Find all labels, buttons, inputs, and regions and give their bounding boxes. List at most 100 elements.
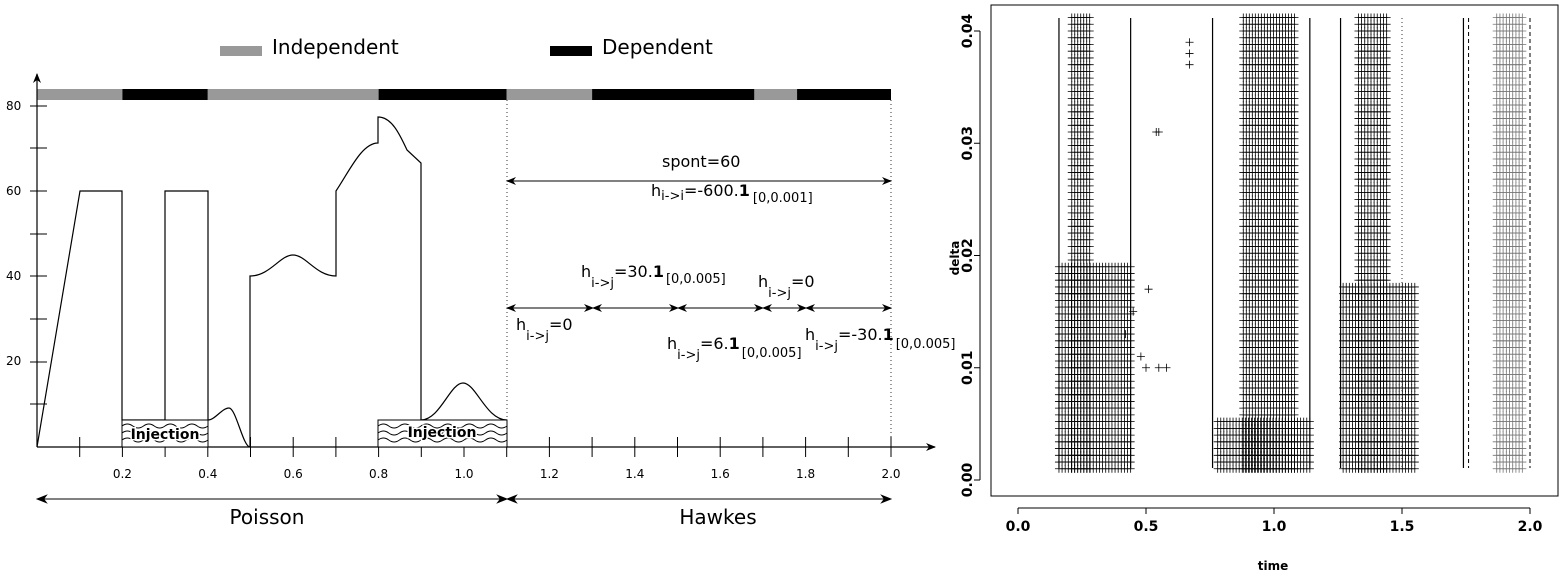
data-point <box>1085 188 1094 197</box>
h-ij-zero-left-label: hi->j=0 <box>516 315 573 344</box>
data-point <box>1085 202 1094 211</box>
data-point <box>1085 53 1094 62</box>
y-tick-label: 0.02 <box>960 238 976 273</box>
injection-region-right: Injection <box>377 419 508 448</box>
h-ij-30-label: hi->j=30.1 [0,0.005] <box>581 262 726 291</box>
data-point <box>1290 370 1299 379</box>
data-point <box>1154 363 1163 372</box>
data-point <box>1290 410 1299 419</box>
point-cluster <box>1239 13 1299 473</box>
data-point <box>1085 181 1094 190</box>
data-point <box>1085 134 1094 143</box>
x-tick-label: 0.6 <box>284 467 303 481</box>
legend-dependent-label: Dependent <box>602 35 713 59</box>
data-point <box>1085 222 1094 231</box>
y-tick-label-80: 80 <box>6 99 21 113</box>
data-point <box>1085 195 1094 204</box>
x-tick-labels: 0.2 0.4 0.6 0.8 1.0 1.2 1.4 1.6 1.8 2.0 <box>113 467 901 481</box>
data-point <box>1185 49 1194 58</box>
data-point <box>1085 249 1094 258</box>
y-tick-label-60: 60 <box>6 184 21 198</box>
data-point <box>1142 363 1150 372</box>
data-point <box>1290 404 1299 413</box>
regime-segment-dependent <box>592 89 755 100</box>
data-point <box>1290 377 1299 386</box>
data-point <box>1290 383 1299 392</box>
y-tick-label: 0.01 <box>960 350 976 385</box>
regime-segment-dependent <box>378 89 507 100</box>
y-tick-label-40: 40 <box>6 269 21 283</box>
regime-segment-independent <box>37 89 123 100</box>
point-clusters <box>1054 13 1527 473</box>
right-panel: 0.0 0.5 1.0 1.5 2.0 0.00 0.01 0.02 0.03 0.04 tim… <box>930 0 1565 580</box>
data-point <box>1085 168 1094 177</box>
data-point <box>1185 60 1194 69</box>
data-point <box>1085 141 1094 150</box>
data-point <box>1085 229 1094 238</box>
data-point <box>1085 80 1094 89</box>
isolated-points <box>1121 38 1194 372</box>
data-point <box>1085 13 1094 22</box>
y-axis-label: delta <box>948 241 962 276</box>
data-point <box>1085 87 1094 96</box>
data-point <box>1085 255 1094 264</box>
data-point <box>1085 101 1094 110</box>
data-point <box>1085 175 1094 184</box>
injection-label-left: Injection <box>131 427 200 443</box>
x-tick-label: 1.4 <box>625 467 644 481</box>
point-cluster <box>1339 282 1419 473</box>
data-point <box>1085 47 1094 56</box>
x-tick-label: 1.0 <box>1262 519 1287 535</box>
data-point <box>1290 390 1299 399</box>
x-tick-label: 1.0 <box>454 467 473 481</box>
x-tick-label: 2.0 <box>1518 519 1543 535</box>
data-point <box>1085 67 1094 76</box>
rate-curve <box>36 116 508 448</box>
point-cluster <box>1492 13 1527 473</box>
x-axis: 0.0 0.5 1.0 1.5 2.0 <box>1006 507 1543 535</box>
data-point <box>1085 121 1094 130</box>
y-ticks <box>30 105 47 405</box>
h-ij-m30-label: hi->j=-30.1[0,0.005] <box>805 325 955 354</box>
x-axis-label: time <box>1258 559 1289 573</box>
x-tick-label: 0.0 <box>1006 519 1031 535</box>
legend-independent-swatch <box>220 46 262 56</box>
regime-bar <box>37 89 891 100</box>
x-tick-label: 0.4 <box>198 467 217 481</box>
x-tick-label: 0.2 <box>113 467 132 481</box>
x-tick-label: 0.5 <box>1134 519 1159 535</box>
data-point <box>1085 235 1094 244</box>
y-tick-label: 0.03 <box>960 126 976 161</box>
injection-label-right: Injection <box>408 425 477 441</box>
data-point <box>1085 107 1094 116</box>
data-point <box>1136 352 1145 361</box>
x-tick-label: 2.0 <box>881 467 900 481</box>
regime-segment-independent <box>207 89 379 100</box>
y-tick-label: 0.00 <box>960 462 976 497</box>
data-point <box>1085 154 1094 163</box>
y-axis: 0.00 0.01 0.02 0.03 0.04 <box>960 13 981 497</box>
data-point <box>1290 397 1299 406</box>
point-cluster <box>1213 417 1314 473</box>
spont-label: spont=60 <box>662 152 740 171</box>
regime-segment-independent <box>754 89 798 100</box>
point-cluster <box>1354 13 1391 473</box>
data-point <box>1185 38 1194 47</box>
data-point <box>1085 60 1094 69</box>
h-ij-zero-right-label: hi->j=0 <box>758 272 815 301</box>
y-tick-label: 0.04 <box>960 13 976 48</box>
data-point <box>1085 161 1094 170</box>
x-tick-label: 1.8 <box>796 467 815 481</box>
data-point <box>1085 242 1094 251</box>
data-point <box>1144 285 1153 294</box>
x-tick-label: 1.6 <box>711 467 730 481</box>
data-point <box>1085 208 1094 217</box>
regime-segment-dependent <box>797 89 891 100</box>
data-point <box>1085 33 1094 42</box>
plot-frame <box>990 4 1559 497</box>
x-tick-label: 1.2 <box>540 467 559 481</box>
data-point <box>1085 74 1094 83</box>
data-point <box>1085 94 1094 103</box>
regime-segment-dependent <box>122 89 208 100</box>
data-point <box>1085 215 1094 224</box>
